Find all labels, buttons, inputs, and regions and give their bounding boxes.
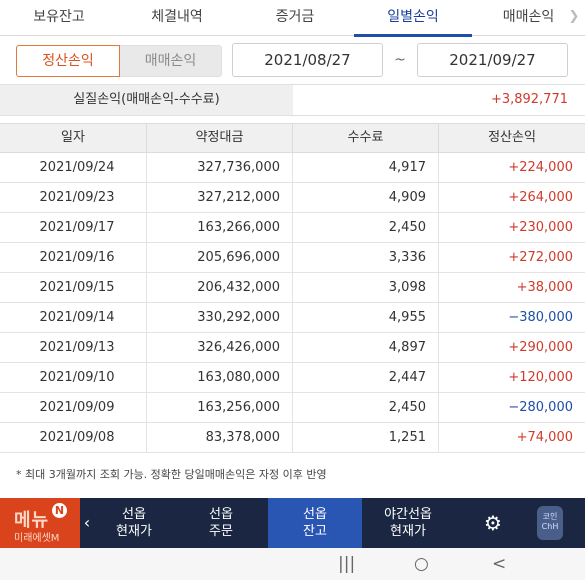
cell-date: 2021/09/23 — [0, 183, 147, 212]
button-line: 현재가 — [116, 524, 152, 539]
new-badge: N — [52, 503, 67, 518]
cell-settlement-pnl: +120,000 — [508, 370, 573, 385]
cell-contract-amount: 327,736,000 — [147, 153, 293, 182]
cell-settlement-pnl: +74,000 — [516, 430, 573, 445]
cell-fee: 4,955 — [293, 303, 439, 332]
table-row[interactable]: 2021/09/24 327,736,000 4,917 +224,000 — [0, 153, 585, 183]
button-line: 선옵 — [303, 507, 327, 522]
button-line: 현재가 — [390, 524, 426, 539]
cell-fee: 3,098 — [293, 273, 439, 302]
button-line: 선옵 — [122, 507, 146, 522]
header-settlement-pnl: 정산손익 — [488, 130, 536, 145]
gear-icon[interactable]: ⚙ — [484, 511, 502, 535]
cell-date: 2021/09/10 — [0, 363, 147, 392]
segment-settlement-pnl[interactable]: 정산손익 — [16, 45, 120, 77]
night-futures-quote-button[interactable]: 야간선옵 현재가 — [362, 498, 454, 548]
chevron-right-icon[interactable]: ❯ — [568, 9, 580, 24]
filter-bar: 정산손익 매매손익 2021/08/27 ~ 2021/09/27 — [0, 37, 585, 83]
cell-settlement-pnl: +290,000 — [508, 340, 573, 355]
cell-fee: 2,447 — [293, 363, 439, 392]
tab-executions[interactable]: 체결내역 — [151, 9, 203, 25]
header-date: 일자 — [0, 124, 147, 152]
cell-settlement-pnl: +264,000 — [508, 190, 573, 205]
table-row[interactable]: 2021/09/23 327,212,000 4,909 +264,000 — [0, 183, 585, 213]
cell-date: 2021/09/14 — [0, 303, 147, 332]
realized-pnl-summary: 실질손익(매매손익-수수료) +3,892,771 — [0, 84, 585, 116]
table-header: 일자 약정대금 수수료 정산손익 — [0, 123, 585, 153]
cell-date: 2021/09/17 — [0, 213, 147, 242]
menu-label: 메뉴 — [14, 510, 50, 531]
cell-settlement-pnl: −380,000 — [508, 310, 573, 325]
cell-fee: 4,917 — [293, 153, 439, 182]
system-nav-bar: ||| ○ < — [0, 548, 585, 580]
cell-fee: 4,897 — [293, 333, 439, 362]
futures-order-button[interactable]: 선옵 주문 — [174, 498, 268, 548]
menu-button[interactable]: 메뉴 N 미래에셋M — [0, 498, 80, 548]
futures-balance-button[interactable]: 선옵 잔고 — [268, 498, 362, 548]
cell-contract-amount: 326,426,000 — [147, 333, 293, 362]
cell-contract-amount: 327,212,000 — [147, 183, 293, 212]
header-fee: 수수료 — [293, 124, 439, 152]
table-row[interactable]: 2021/09/15 206,432,000 3,098 +38,000 — [0, 273, 585, 303]
cell-fee: 1,251 — [293, 423, 439, 452]
recent-apps-icon[interactable]: ||| — [338, 554, 356, 574]
coin-shortcut[interactable]: 코인 ChH — [532, 498, 585, 548]
cell-settlement-pnl: +38,000 — [516, 280, 573, 295]
cell-fee: 2,450 — [293, 393, 439, 422]
cell-fee: 2,450 — [293, 213, 439, 242]
coin-icon: 코인 ChH — [537, 506, 563, 540]
cell-contract-amount: 163,266,000 — [147, 213, 293, 242]
button-line: 선옵 — [209, 507, 233, 522]
date-range-separator: ~ — [394, 52, 406, 68]
cell-date: 2021/09/08 — [0, 423, 147, 452]
table-row[interactable]: 2021/09/09 163,256,000 2,450 −280,000 — [0, 393, 585, 423]
futures-quote-button[interactable]: 선옵 현재가 — [94, 498, 174, 548]
table-row[interactable]: 2021/09/16 205,696,000 3,336 +272,000 — [0, 243, 585, 273]
table-row[interactable]: 2021/09/10 163,080,000 2,447 +120,000 — [0, 363, 585, 393]
cell-date: 2021/09/13 — [0, 333, 147, 362]
cell-contract-amount: 163,080,000 — [147, 363, 293, 392]
cell-contract-amount: 330,292,000 — [147, 303, 293, 332]
top-tab-bar: 보유잔고 체결내역 증거금 일별손익 매매손익 ❯ — [0, 0, 585, 37]
cell-settlement-pnl: −280,000 — [508, 400, 573, 415]
cell-contract-amount: 205,696,000 — [147, 243, 293, 272]
table-row[interactable]: 2021/09/17 163,266,000 2,450 +230,000 — [0, 213, 585, 243]
tab-holdings[interactable]: 보유잔고 — [33, 9, 85, 25]
cell-contract-amount: 206,432,000 — [147, 273, 293, 302]
summary-value: +3,892,771 — [490, 92, 568, 107]
table-body: 2021/09/24 327,736,000 4,917 +224,000 2021/0… — [0, 153, 585, 453]
home-icon[interactable]: ○ — [414, 554, 429, 574]
cell-settlement-pnl: +224,000 — [508, 160, 573, 175]
cell-settlement-pnl: +272,000 — [508, 250, 573, 265]
daily-pnl-table: 일자 약정대금 수수료 정산손익 2021/09/24 327,736,000 4,… — [0, 123, 585, 453]
tab-trade-pnl[interactable]: 매매손익 — [502, 9, 555, 25]
bottom-menu-bar: 메뉴 N 미래에셋M ‹ 선옵 현재가 선옵 주문 선옵 잔고 야간선옵 현재가… — [0, 498, 585, 548]
tab-margin[interactable]: 증거금 — [275, 9, 315, 25]
header-contract-amount: 약정대금 — [147, 124, 293, 152]
brand-logo: 미래에셋M — [14, 533, 60, 544]
cell-settlement-pnl: +230,000 — [508, 220, 573, 235]
date-to-field[interactable]: 2021/09/27 — [417, 43, 568, 77]
table-row[interactable]: 2021/09/14 330,292,000 4,955 −380,000 — [0, 303, 585, 333]
back-icon[interactable]: < — [492, 554, 507, 574]
cell-date: 2021/09/24 — [0, 153, 147, 182]
segment-trade-pnl[interactable]: 매매손익 — [120, 45, 222, 77]
summary-label: 실질손익(매매손익-수수료) — [0, 85, 293, 115]
cell-date: 2021/09/15 — [0, 273, 147, 302]
cell-contract-amount: 83,378,000 — [147, 423, 293, 452]
cell-date: 2021/09/16 — [0, 243, 147, 272]
button-line: 야간선옵 — [384, 507, 432, 522]
date-from-field[interactable]: 2021/08/27 — [232, 43, 383, 77]
cell-fee: 3,336 — [293, 243, 439, 272]
cell-date: 2021/09/09 — [0, 393, 147, 422]
button-line: 잔고 — [303, 524, 327, 539]
table-row[interactable]: 2021/09/13 326,426,000 4,897 +290,000 — [0, 333, 585, 363]
table-row[interactable]: 2021/09/08 83,378,000 1,251 +74,000 — [0, 423, 585, 453]
cell-fee: 4,909 — [293, 183, 439, 212]
chevron-left-icon[interactable]: ‹ — [80, 498, 94, 548]
footnote: * 최대 3개월까지 조회 가능. 정확한 당일매매손익은 자정 이후 반영 — [16, 468, 327, 481]
tab-daily-pnl[interactable]: 일별손익 — [354, 0, 472, 37]
cell-contract-amount: 163,256,000 — [147, 393, 293, 422]
button-line: 주문 — [209, 524, 233, 539]
